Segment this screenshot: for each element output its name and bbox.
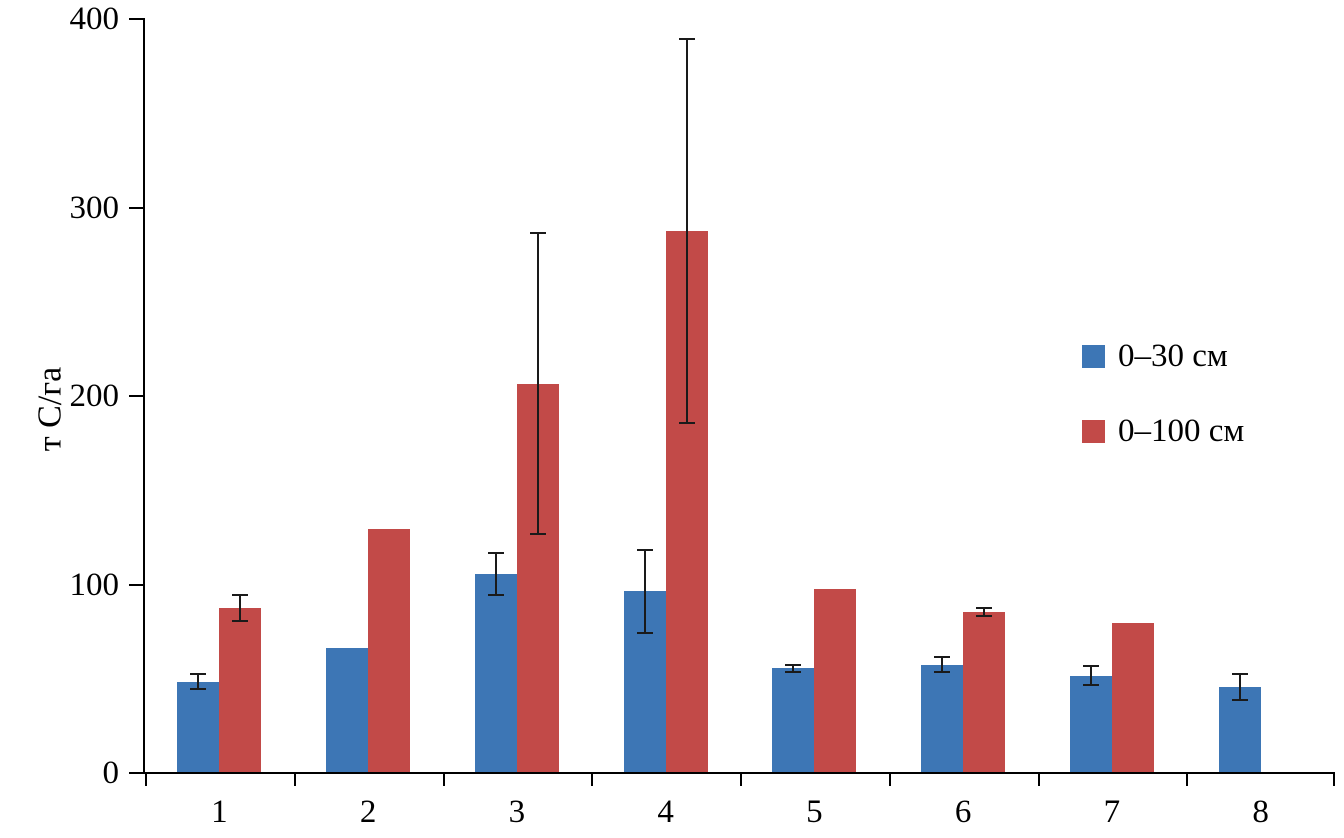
bar-series2 <box>368 528 411 772</box>
legend-item: 0–100 см <box>1082 415 1244 448</box>
error-bar-cap <box>232 593 249 596</box>
x-tick <box>145 774 147 786</box>
x-category-label: 7 <box>1103 794 1121 830</box>
error-bar-cap <box>785 663 802 666</box>
x-tick <box>1333 774 1335 786</box>
y-tick <box>129 772 143 774</box>
x-axis-line <box>143 772 1335 774</box>
y-tick-label: 200 <box>69 378 120 414</box>
x-category-label: 3 <box>508 794 526 830</box>
y-tick <box>129 395 143 397</box>
error-bar-line <box>494 553 497 595</box>
error-bar-cap <box>1231 672 1248 675</box>
error-bar-cap <box>976 614 993 617</box>
error-bar-cap <box>529 231 546 234</box>
x-tick <box>293 774 296 786</box>
error-bar-cap <box>934 656 951 658</box>
error-bar-line <box>983 608 986 616</box>
error-bar-line <box>197 673 200 690</box>
bar-series1 <box>772 668 815 772</box>
error-bar-cap <box>636 548 653 551</box>
x-tick <box>888 774 891 786</box>
y-tick <box>129 583 143 586</box>
x-category-label: 2 <box>359 794 377 830</box>
error-bar-cap <box>1082 684 1099 687</box>
legend-label: 0–30 см <box>1118 338 1228 374</box>
x-category-label: 4 <box>657 794 674 830</box>
x-category-label: 5 <box>806 794 823 830</box>
x-category-label: 6 <box>954 794 972 830</box>
legend: 0–30 см 0–100 см <box>1082 340 1244 490</box>
error-bar-cap <box>934 671 951 674</box>
bar-series1 <box>1069 675 1112 772</box>
error-bar-cap <box>976 607 993 609</box>
x-tick <box>591 774 594 786</box>
error-bar-cap <box>785 671 802 674</box>
error-bar-cap <box>232 620 249 623</box>
error-bar-cap <box>487 552 504 555</box>
y-tick <box>129 18 143 20</box>
legend-swatch-icon <box>1082 345 1105 368</box>
y-axis-line <box>143 18 145 774</box>
error-bar-cap <box>190 672 207 675</box>
legend-swatch-icon <box>1082 420 1105 443</box>
error-bar-cap <box>487 593 504 596</box>
error-bar-cap <box>190 688 207 691</box>
error-bar-cap <box>1231 699 1248 702</box>
error-bar-line <box>239 594 242 622</box>
x-tick <box>1186 774 1189 786</box>
error-bar-line <box>536 232 539 535</box>
bar-series2 <box>814 589 857 772</box>
x-tick <box>442 774 445 786</box>
error-bar-cap <box>529 533 546 536</box>
y-tick-label: 300 <box>69 189 120 226</box>
bar-series1 <box>474 574 517 772</box>
x-category-label: 1 <box>211 794 228 830</box>
error-bar-cap <box>678 422 695 425</box>
error-bar-line <box>792 664 795 673</box>
error-bar-line <box>643 549 646 633</box>
y-tick <box>129 206 143 209</box>
error-bar-line <box>1089 666 1092 686</box>
bar-series2 <box>219 608 262 772</box>
error-bar-line <box>685 38 688 424</box>
error-bar-cap <box>636 631 653 634</box>
error-bar-line <box>1238 673 1241 701</box>
bar-series1 <box>326 647 369 772</box>
x-category-label: 8 <box>1252 794 1269 830</box>
legend-item: 0–30 см <box>1082 340 1244 373</box>
error-bar-line <box>941 657 944 673</box>
bar-series2 <box>1111 623 1154 772</box>
y-tick-label: 100 <box>69 566 120 603</box>
y-tick-label: 0 <box>102 755 120 791</box>
x-tick <box>1037 774 1040 786</box>
y-tick-label: 400 <box>69 1 120 37</box>
legend-label: 0–100 см <box>1118 413 1245 449</box>
bar-series2 <box>963 611 1006 772</box>
error-bar-cap <box>1082 665 1099 668</box>
x-tick <box>740 774 742 786</box>
bar-series1 <box>921 664 964 772</box>
error-bar-cap <box>678 37 695 40</box>
bar-series1 <box>177 681 220 772</box>
